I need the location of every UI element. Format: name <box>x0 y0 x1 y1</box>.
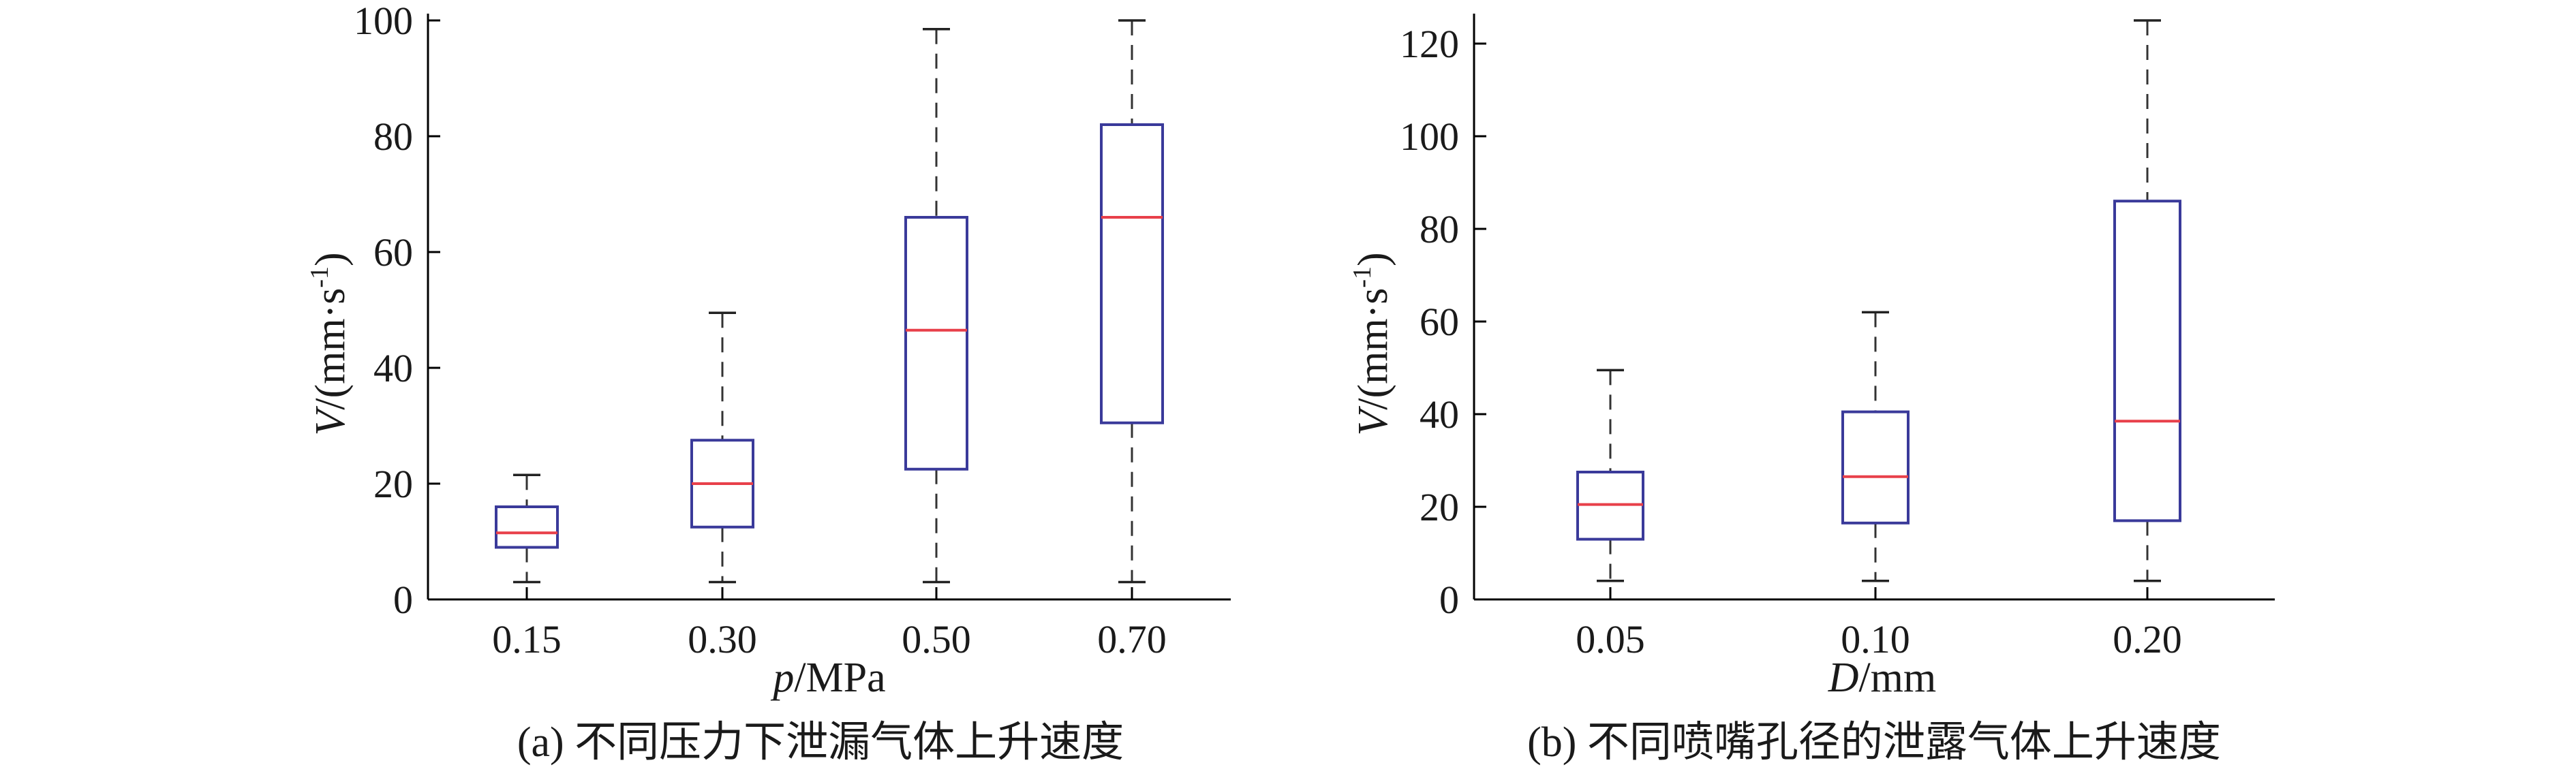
panel-a-y-tick-label: 80 <box>373 114 413 159</box>
panel-b-x-tick-label: 0.20 <box>2113 617 2182 661</box>
panel-b-x-tick-label: 0.05 <box>1576 617 1645 661</box>
panel-b-y-tick-label: 40 <box>1420 392 1459 437</box>
panel-b-y-tick-label: 60 <box>1420 300 1459 344</box>
panel-b-y-tick-label: 100 <box>1400 114 1459 159</box>
panel-a-y-axis-label: V/(mm·s-1) <box>305 252 354 435</box>
panel-a-box-0.70 <box>1100 123 1164 424</box>
panel-a-x-tick-label: 0.50 <box>902 617 971 661</box>
panel-b-x-axis-label: D/mm <box>1828 655 1936 701</box>
panel-b-y-tick-label: 0 <box>1439 578 1459 622</box>
panel-a-y-tick-label: 60 <box>373 230 413 275</box>
panel-b-y-axis-label: V/(mm·s-1) <box>1348 252 1396 435</box>
panel-a-y-tick-label: 100 <box>354 0 413 43</box>
panel-b-box-0.10 <box>1841 410 1910 525</box>
panel-b-caption: (b) 不同喷嘴孔径的泄露气体上升速度 <box>1527 719 2221 766</box>
panel-a-box-0.15 <box>495 505 559 549</box>
panel-a-box-0.50 <box>904 216 968 471</box>
panel-b-y-tick-label: 80 <box>1420 207 1459 251</box>
panel-a-x-tick-label: 0.30 <box>688 617 757 661</box>
panel-b-y-tick-label: 120 <box>1400 22 1459 66</box>
panel-b: 0 20 40 60 80 100 120 0.05 0.10 0.20 D/mm V/(mm·s… <box>1348 14 2275 766</box>
panel-b-box-0.20 <box>2113 200 2181 522</box>
panel-a-caption: (a) 不同压力下泄漏气体上升速度 <box>517 719 1124 766</box>
panel-b-x-tick-label: 0.10 <box>1841 617 1910 661</box>
panel-a-x-tick-label: 0.15 <box>492 617 562 661</box>
panel-a-x-axis-label: p/MPa <box>770 655 885 701</box>
panel-a-x-tick-label: 0.70 <box>1097 617 1167 661</box>
panel-b-y-tick-label: 20 <box>1420 485 1459 529</box>
panel-a-y-tick-label: 0 <box>393 578 413 622</box>
panel-a: 0 20 40 60 80 100 0.15 0.30 0.50 0.70 p/MPa V/(mm… <box>305 0 1231 766</box>
panel-a-y-tick-label: 40 <box>373 346 413 390</box>
panel-a-y-tick-label: 20 <box>373 462 413 506</box>
